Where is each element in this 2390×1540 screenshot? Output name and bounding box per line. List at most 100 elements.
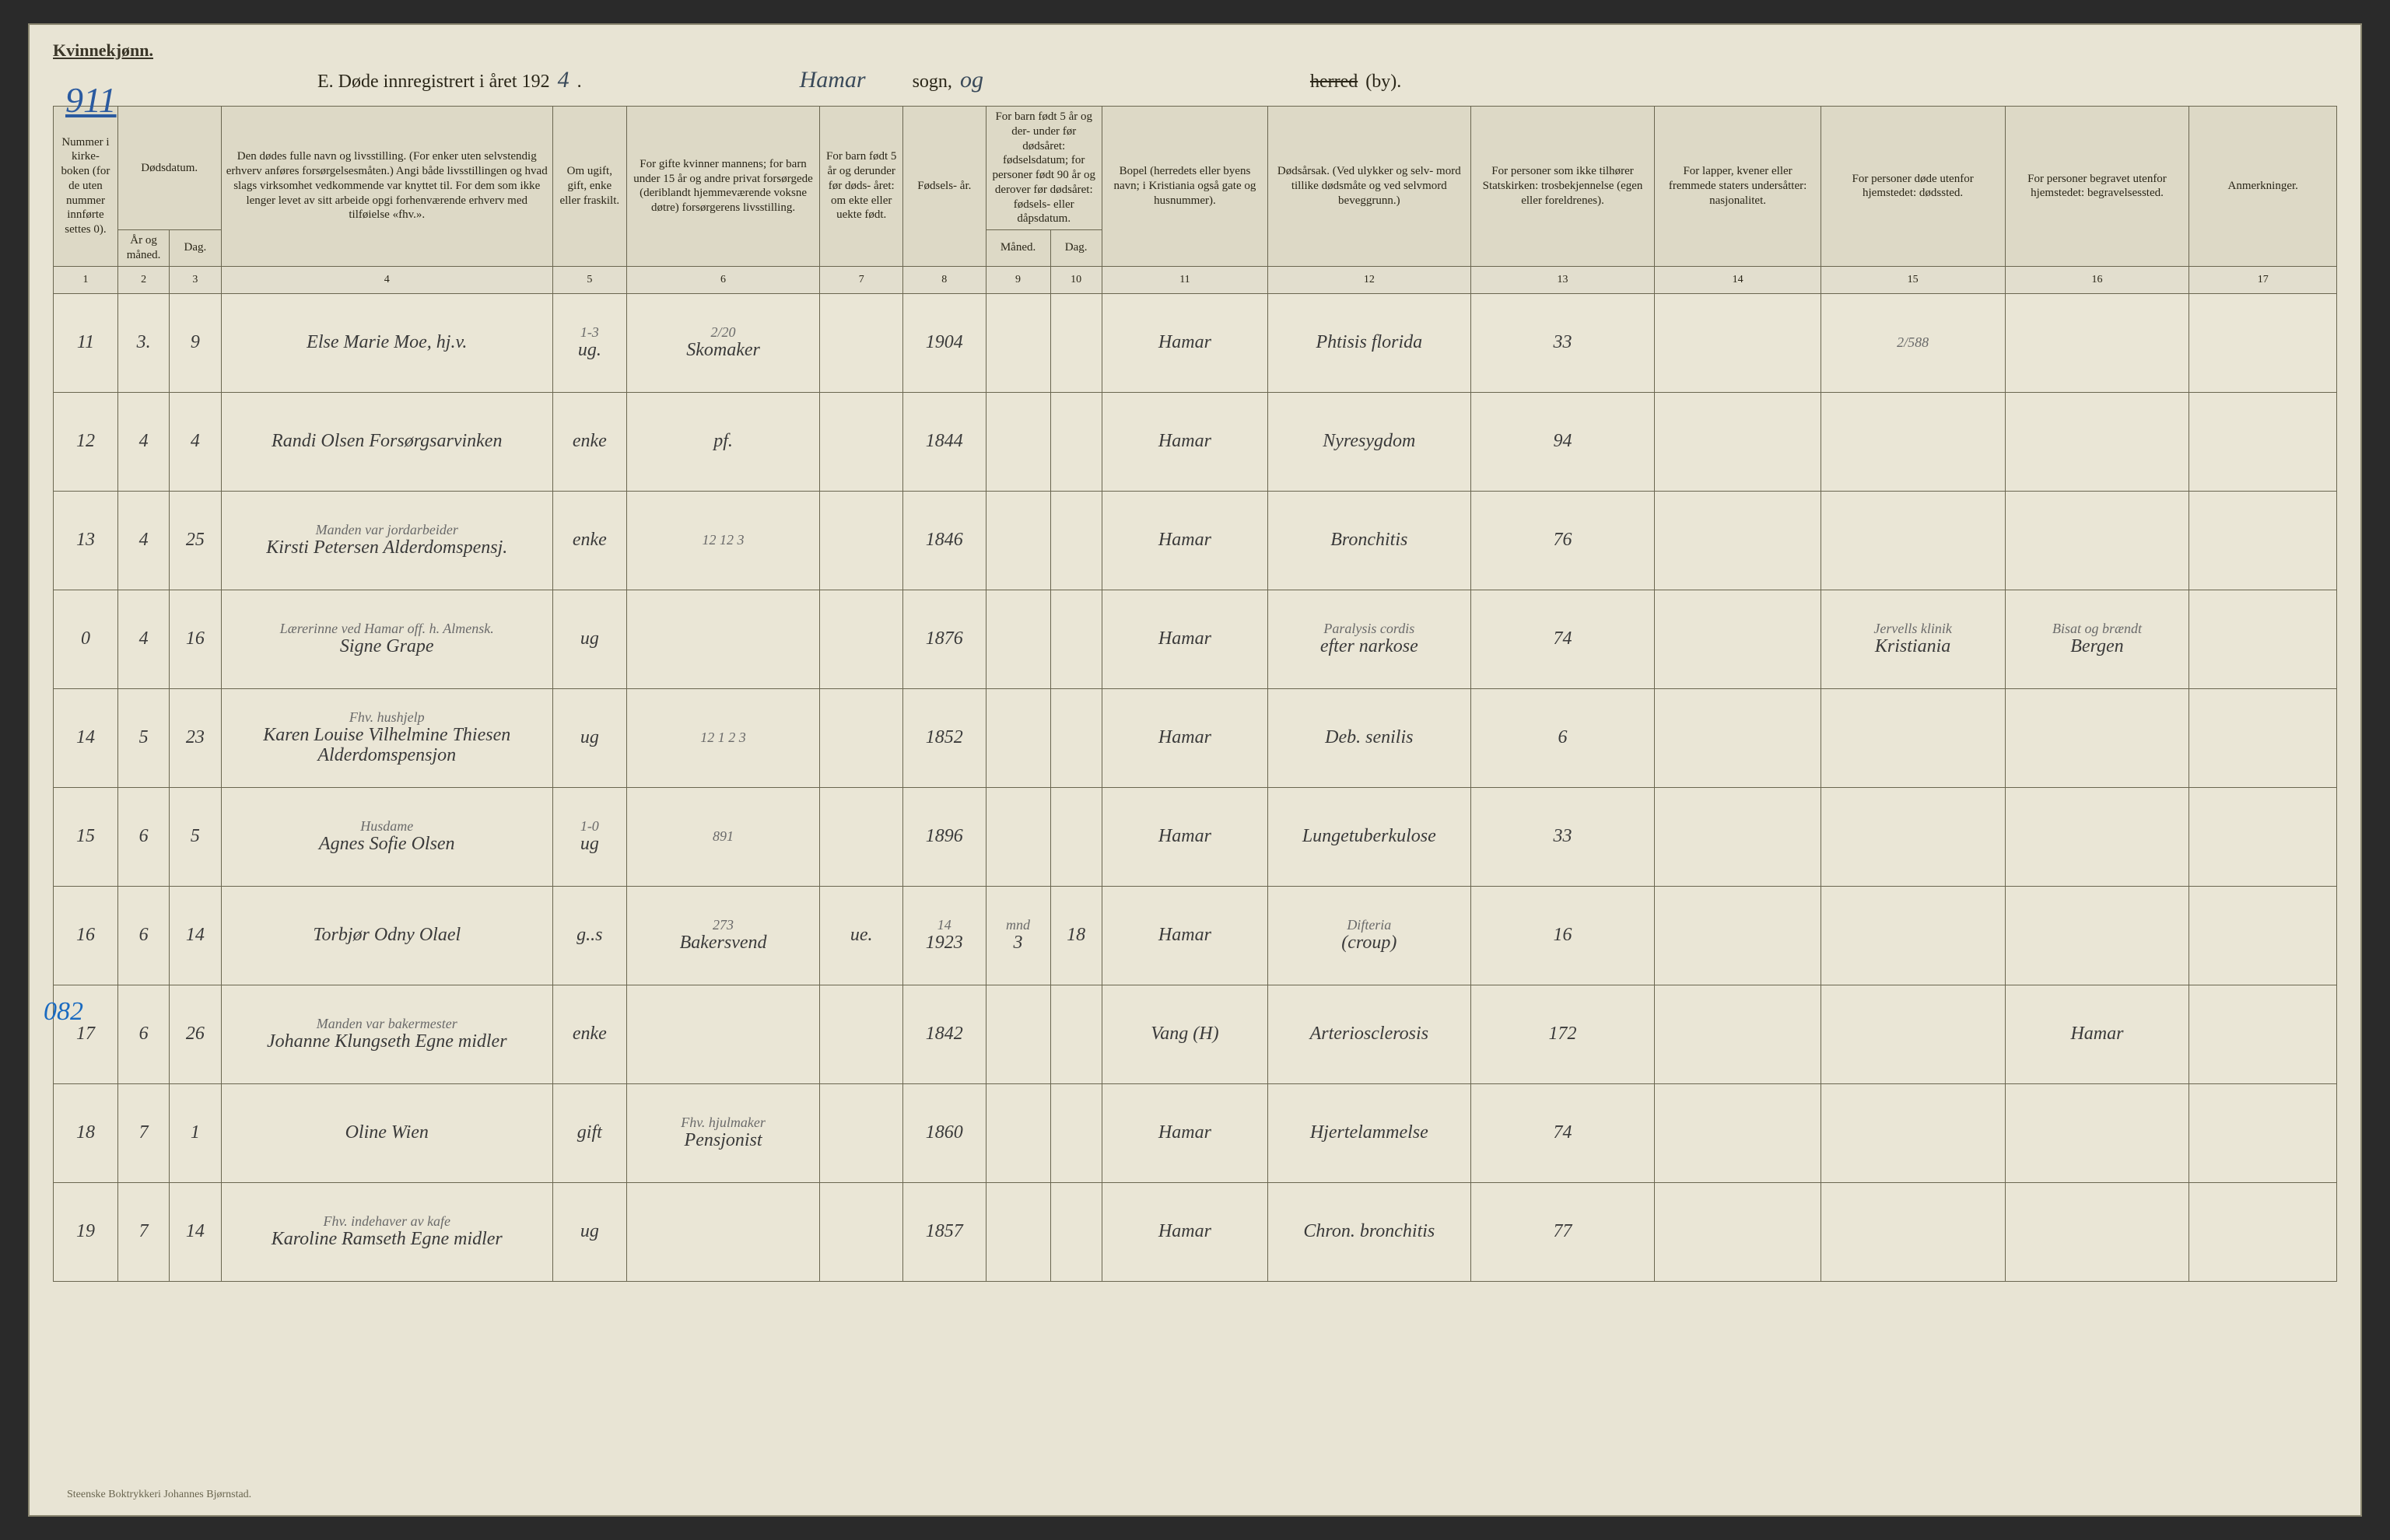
cell-deathplace [1821,1083,2005,1182]
cell-birth-day [1050,392,1102,491]
cell-faith: 6 [1470,688,1655,787]
cell-birth-month [986,688,1050,787]
cell-provider [626,1182,820,1281]
cell-cause: Nyresygdom [1268,392,1471,491]
cell-cause: Phtisis florida [1268,293,1471,392]
cell-deathplace [1821,886,2005,985]
cell-number: 13 [54,491,118,590]
cell-legitimate [820,688,903,787]
cell-nationality [1655,1182,1821,1281]
cell-birth-month [986,392,1050,491]
cell-nationality [1655,985,1821,1083]
col-9-sub: Måned. [986,230,1050,267]
cell-month: 7 [117,1182,169,1281]
cell-cause: Chron. bronchitis [1268,1182,1471,1281]
cell-birthyear: 1904 [903,293,986,392]
cell-birth-month [986,491,1050,590]
cell-day: 5 [170,787,221,886]
col-16-header: For personer begravet utenfor hjemstedet… [2005,107,2189,267]
col-4-header: Den dødes fulle navn og livsstilling. (F… [221,107,552,267]
cell-remarks [2189,1083,2337,1182]
cell-birth-day [1050,491,1102,590]
cell-month: 7 [117,1083,169,1182]
year-suffix-hw: 4 [558,67,569,93]
cell-legitimate [820,590,903,688]
cell-faith: 77 [1470,1182,1655,1281]
sogn-handwritten: Hamar [800,67,866,93]
cell-provider: Fhv. hjulmakerPensjonist [626,1083,820,1182]
table-row: 1244Randi Olsen Forsørgsarvinkenenkepf.1… [54,392,2337,491]
cell-maritalstatus: ug [552,1182,626,1281]
column-number: 4 [221,266,552,293]
cell-number: 15 [54,787,118,886]
cell-residence: Hamar [1102,1083,1267,1182]
column-number: 3 [170,266,221,293]
printer-footer: Steenske Boktrykkeri Johannes Bjørnstad. [67,1489,251,1501]
cell-birthyear: 1896 [903,787,986,886]
column-number: 8 [903,266,986,293]
cell-month: 4 [117,491,169,590]
table-row: 14523Fhv. hushjelpKaren Louise Vilhelmin… [54,688,2337,787]
cell-burialplace [2005,491,2189,590]
sogn-label: sogn, [913,72,952,93]
cell-legitimate [820,1182,903,1281]
cell-residence: Hamar [1102,590,1267,688]
cell-provider [626,590,820,688]
cell-birthyear: 1844 [903,392,986,491]
col-14-header: For lapper, kvener eller fremmede stater… [1655,107,1821,267]
cell-number: 18 [54,1083,118,1182]
cell-legitimate: ue. [820,886,903,985]
cell-remarks [2189,392,2337,491]
cell-nationality [1655,688,1821,787]
col-2-sub2: Dag. [170,230,221,267]
cell-maritalstatus: gift [552,1083,626,1182]
cell-day: 14 [170,1182,221,1281]
cell-birth-month [986,787,1050,886]
col-11-header: Bopel (herredets eller byens navn; i Kri… [1102,107,1267,267]
cell-day: 16 [170,590,221,688]
cell-remarks [2189,886,2337,985]
cell-burialplace [2005,392,2189,491]
cell-name: Manden var bakermesterJohanne Klungseth … [221,985,552,1083]
cell-residence: Hamar [1102,392,1267,491]
cell-maritalstatus: enke [552,392,626,491]
cell-burialplace [2005,688,2189,787]
cell-burialplace [2005,787,2189,886]
cell-birth-month [986,590,1050,688]
column-number: 9 [986,266,1050,293]
cell-birth-month [986,293,1050,392]
cell-legitimate [820,392,903,491]
column-number-row: 1234567891011121314151617 [54,266,2337,293]
cell-cause: Bronchitis [1268,491,1471,590]
cell-deathplace [1821,688,2005,787]
cell-day: 1 [170,1083,221,1182]
cell-maritalstatus: enke [552,985,626,1083]
column-number: 5 [552,266,626,293]
by-label: (by). [1365,72,1401,93]
table-header: Nummer i kirke- boken (for de uten numme… [54,107,2337,294]
cell-burialplace [2005,293,2189,392]
cell-nationality [1655,392,1821,491]
cell-birth-month [986,1182,1050,1281]
cell-birth-day [1050,1083,1102,1182]
cell-month: 4 [117,590,169,688]
cell-day: 4 [170,392,221,491]
cell-burialplace: Hamar [2005,985,2189,1083]
margin-note: 082 [44,997,83,1027]
cell-legitimate [820,293,903,392]
col-15-header: For personer døde utenfor hjemstedet: dø… [1821,107,2005,267]
table-row: 1871Oline WiengiftFhv. hjulmakerPensjoni… [54,1083,2337,1182]
cell-number: 19 [54,1182,118,1281]
cell-name: Else Marie Moe, hj.v. [221,293,552,392]
column-number: 12 [1268,266,1471,293]
cell-birth-month [986,985,1050,1083]
cell-month: 4 [117,392,169,491]
cell-cause: Paralysis cordisefter narkose [1268,590,1471,688]
cell-month: 6 [117,787,169,886]
cell-birth-day [1050,293,1102,392]
cell-residence: Hamar [1102,293,1267,392]
ledger-page: Kvinnekjønn. 911 E. Døde innregistrert i… [28,23,2362,1517]
column-number: 13 [1470,266,1655,293]
title-row: E. Døde innregistrert i året 192 4 . Ham… [53,67,2337,93]
table-row: 0416Lærerinne ved Hamar off. h. Almensk.… [54,590,2337,688]
